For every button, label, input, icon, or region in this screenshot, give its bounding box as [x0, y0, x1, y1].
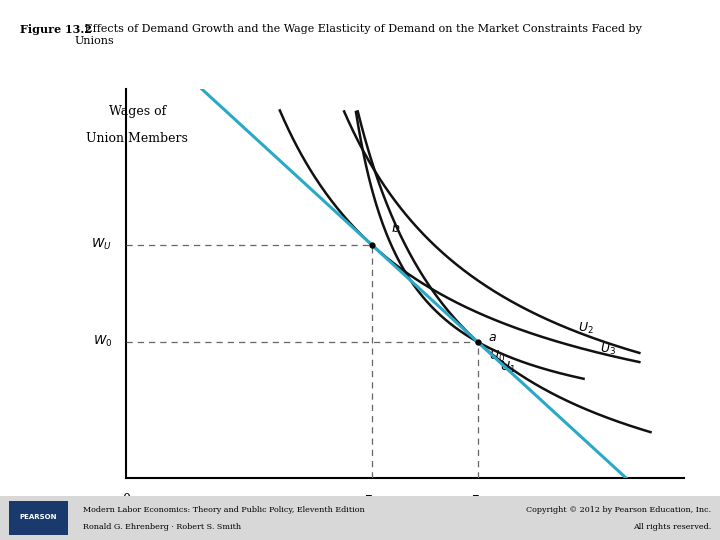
Text: Wages of: Wages of: [109, 105, 166, 118]
Text: $W_U$: $W_U$: [91, 237, 112, 252]
Text: All rights reserved.: All rights reserved.: [633, 523, 711, 531]
Text: $E_U$: $E_U$: [364, 494, 379, 509]
Text: $D$: $D$: [675, 525, 688, 539]
FancyBboxPatch shape: [9, 501, 68, 535]
Text: Figure 13.2: Figure 13.2: [20, 24, 92, 35]
Text: 0: 0: [122, 494, 130, 507]
Text: $U_2$: $U_2$: [578, 321, 594, 336]
Text: Modern Labor Economics: Theory and Public Policy, Eleventh Edition: Modern Labor Economics: Theory and Publi…: [83, 506, 364, 514]
Text: Ronald G. Ehrenberg · Robert S. Smith: Ronald G. Ehrenberg · Robert S. Smith: [83, 523, 241, 531]
Text: $U_1$: $U_1$: [500, 360, 516, 375]
Text: $U_0$: $U_0$: [489, 349, 505, 364]
Text: $a$: $a$: [487, 332, 496, 345]
Text: Union Members: Union Members: [86, 132, 188, 145]
Text: $b$: $b$: [391, 221, 400, 235]
Text: $E_0$: $E_0$: [470, 494, 485, 509]
Text: Effects of Demand Growth and the Wage Elasticity of Demand on the Market Constra: Effects of Demand Growth and the Wage El…: [74, 24, 642, 46]
Text: $W_0$: $W_0$: [93, 334, 112, 349]
Text: Copyright © 2012 by Pearson Education, Inc.: Copyright © 2012 by Pearson Education, I…: [526, 506, 711, 514]
Text: PEARSON: PEARSON: [19, 514, 57, 520]
Text: Employment of Union Members: Employment of Union Members: [304, 513, 506, 526]
Text: $U_3$: $U_3$: [600, 342, 616, 357]
